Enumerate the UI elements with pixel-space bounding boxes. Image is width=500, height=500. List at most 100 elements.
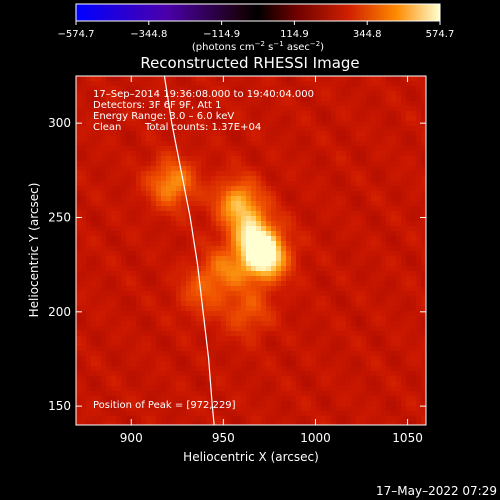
heatmap-cell	[226, 421, 232, 425]
heatmap-cell	[126, 391, 132, 397]
heatmap-cell	[186, 241, 192, 247]
heatmap-cell	[106, 356, 112, 362]
heatmap-cell	[366, 361, 372, 367]
heatmap-cell	[156, 316, 162, 322]
heatmap-cell	[306, 81, 312, 87]
heatmap-cell	[266, 201, 272, 207]
heatmap-cell	[306, 76, 312, 82]
heatmap-cell	[391, 191, 397, 197]
heatmap-cell	[121, 401, 127, 407]
heatmap-cell	[421, 136, 426, 142]
heatmap-cell	[301, 151, 307, 157]
heatmap-cell	[366, 421, 372, 425]
heatmap-cell	[161, 211, 167, 217]
heatmap-cell	[256, 381, 262, 387]
heatmap-cell	[106, 216, 112, 222]
heatmap-cell	[361, 326, 367, 332]
heatmap-cell	[146, 406, 152, 412]
heatmap-cell	[231, 116, 237, 122]
heatmap-cell	[356, 356, 362, 362]
heatmap-cell	[106, 276, 112, 282]
heatmap-cell	[326, 336, 332, 342]
heatmap-cell	[206, 296, 212, 302]
heatmap-cell	[366, 341, 372, 347]
heatmap-cell	[226, 281, 232, 287]
heatmap-cell	[116, 286, 122, 292]
heatmap-cell	[251, 356, 257, 362]
heatmap-cell	[246, 421, 252, 425]
heatmap-cell	[161, 161, 167, 167]
heatmap-cell	[156, 126, 162, 132]
heatmap-cell	[86, 241, 92, 247]
heatmap-cell	[346, 101, 352, 107]
heatmap-cell	[341, 341, 347, 347]
heatmap-cell	[261, 126, 267, 132]
heatmap-cell	[176, 161, 182, 167]
heatmap-cell	[96, 221, 102, 227]
heatmap-cell	[166, 211, 172, 217]
heatmap-cell	[106, 326, 112, 332]
heatmap-cell	[306, 291, 312, 297]
heatmap-cell	[146, 256, 152, 262]
heatmap-cell	[271, 121, 277, 127]
heatmap-cell	[176, 136, 182, 142]
heatmap-cell	[416, 241, 422, 247]
heatmap-cell	[311, 386, 317, 392]
heatmap-cell	[406, 81, 412, 87]
heatmap-cell	[226, 361, 232, 367]
heatmap-cell	[246, 126, 252, 132]
heatmap-cell	[186, 216, 192, 222]
heatmap-cell	[341, 386, 347, 392]
heatmap-cell	[381, 376, 387, 382]
heatmap-cell	[261, 171, 267, 177]
heatmap-cell	[291, 121, 297, 127]
heatmap-cell	[386, 246, 392, 252]
heatmap-cell	[191, 296, 197, 302]
heatmap-cell	[106, 266, 112, 272]
heatmap-cell	[196, 371, 202, 377]
heatmap-cell	[296, 231, 302, 237]
heatmap-cell	[406, 376, 412, 382]
heatmap-cell	[281, 336, 287, 342]
heatmap-cell	[366, 256, 372, 262]
heatmap-cell	[341, 181, 347, 187]
heatmap-cell	[136, 311, 142, 317]
heatmap-cell	[101, 351, 107, 357]
heatmap-cell	[266, 331, 272, 337]
heatmap-cell	[386, 341, 392, 347]
heatmap-cell	[376, 211, 382, 217]
heatmap-cell	[356, 216, 362, 222]
heatmap-cell	[206, 276, 212, 282]
heatmap-cell	[161, 206, 167, 212]
heatmap-cell	[111, 76, 117, 82]
heatmap-cell	[131, 196, 137, 202]
heatmap-cell	[196, 251, 202, 257]
heatmap-cell	[261, 191, 267, 197]
heatmap-cell	[191, 361, 197, 367]
heatmap-cell	[186, 401, 192, 407]
heatmap-cell	[121, 256, 127, 262]
heatmap-cell	[326, 316, 332, 322]
heatmap-cell	[296, 196, 302, 202]
heatmap-cell	[386, 286, 392, 292]
heatmap-cell	[311, 346, 317, 352]
heatmap-cell	[116, 211, 122, 217]
heatmap-cell	[301, 121, 307, 127]
heatmap-cell	[146, 216, 152, 222]
heatmap-cell	[416, 291, 422, 297]
heatmap-cell	[411, 416, 417, 422]
heatmap-cell	[161, 226, 167, 232]
heatmap-cell	[91, 341, 97, 347]
heatmap-cell	[131, 351, 137, 357]
heatmap-cell	[141, 246, 147, 252]
heatmap-cell	[411, 291, 417, 297]
heatmap-cell	[396, 371, 402, 377]
heatmap-cell	[266, 161, 272, 167]
heatmap-cell	[231, 276, 237, 282]
heatmap-cell	[351, 171, 357, 177]
heatmap-cell	[336, 161, 342, 167]
heatmap-cell	[301, 111, 307, 117]
heatmap-cell	[336, 361, 342, 367]
heatmap-cell	[386, 126, 392, 132]
heatmap-cell	[146, 386, 152, 392]
